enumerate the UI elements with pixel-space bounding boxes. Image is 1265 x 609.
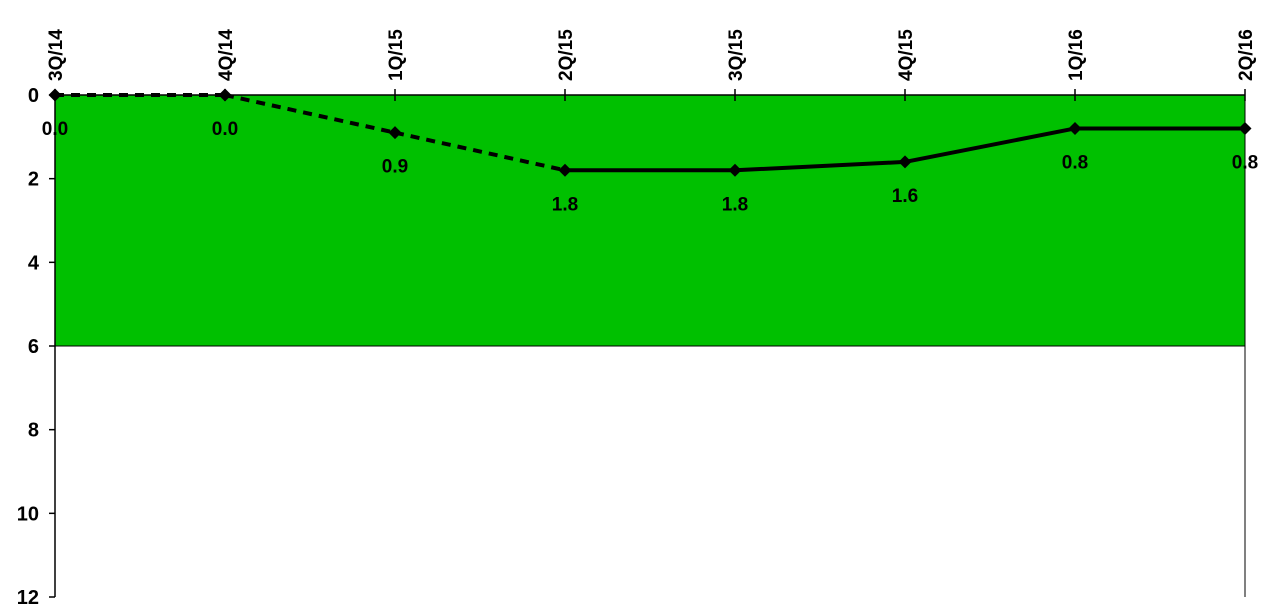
x-tick-label: 4Q/15	[896, 29, 917, 81]
y-tick-label: 12	[17, 587, 39, 609]
data-label: 0.0	[42, 119, 68, 140]
data-label: 1.8	[722, 194, 748, 215]
data-point-marker	[898, 155, 912, 169]
y-tick-label: 8	[28, 420, 39, 442]
x-tick-label: 1Q/16	[1066, 29, 1087, 81]
target-band-layer	[55, 95, 1245, 347]
data-label: 1.6	[892, 186, 918, 207]
data-label: 0.0	[212, 119, 238, 140]
data-point-marker	[728, 163, 742, 177]
y-tick-label: 4	[28, 252, 40, 274]
y-tick-label: 6	[28, 336, 39, 358]
x-tick-label: 3Q/14	[46, 29, 67, 81]
data-label: 0.9	[382, 157, 408, 178]
series-layer	[48, 88, 1252, 177]
x-tick-label: 2Q/16	[1236, 29, 1257, 81]
x-tick-label: 1Q/15	[386, 29, 407, 81]
data-point-marker	[218, 88, 232, 102]
axis-layer: 0 2 4 6 8 10 12 3Q/14 4Q/14 1Q/15 2Q/15 3Q/15 4Q/15 1…	[17, 29, 1257, 609]
label-layer: 0.0 0.0 0.9 1.8 1.8 1.6 0.8 0.8	[42, 119, 1258, 215]
data-label: 0.8	[1062, 152, 1088, 173]
y-tick-label: 2	[28, 169, 39, 191]
y-tick-label: 0	[28, 85, 39, 107]
y-tick-label: 10	[17, 503, 39, 525]
series-segment	[904, 126, 1076, 164]
x-tick-label: 4Q/14	[216, 29, 237, 81]
data-point-marker	[558, 163, 572, 177]
data-point-marker	[1068, 121, 1082, 135]
data-point-marker	[388, 126, 402, 140]
data-point-marker	[48, 88, 62, 102]
target-band	[55, 95, 1245, 346]
series-segment	[734, 159, 906, 173]
data-label: 0.8	[1232, 152, 1258, 173]
series-segment-dashed	[224, 93, 396, 135]
x-tick-label: 3Q/15	[726, 29, 747, 81]
data-point-marker	[1238, 121, 1252, 135]
data-label: 1.8	[552, 194, 578, 215]
series-segment-dashed	[394, 130, 566, 173]
x-tick-label: 2Q/15	[556, 29, 577, 81]
